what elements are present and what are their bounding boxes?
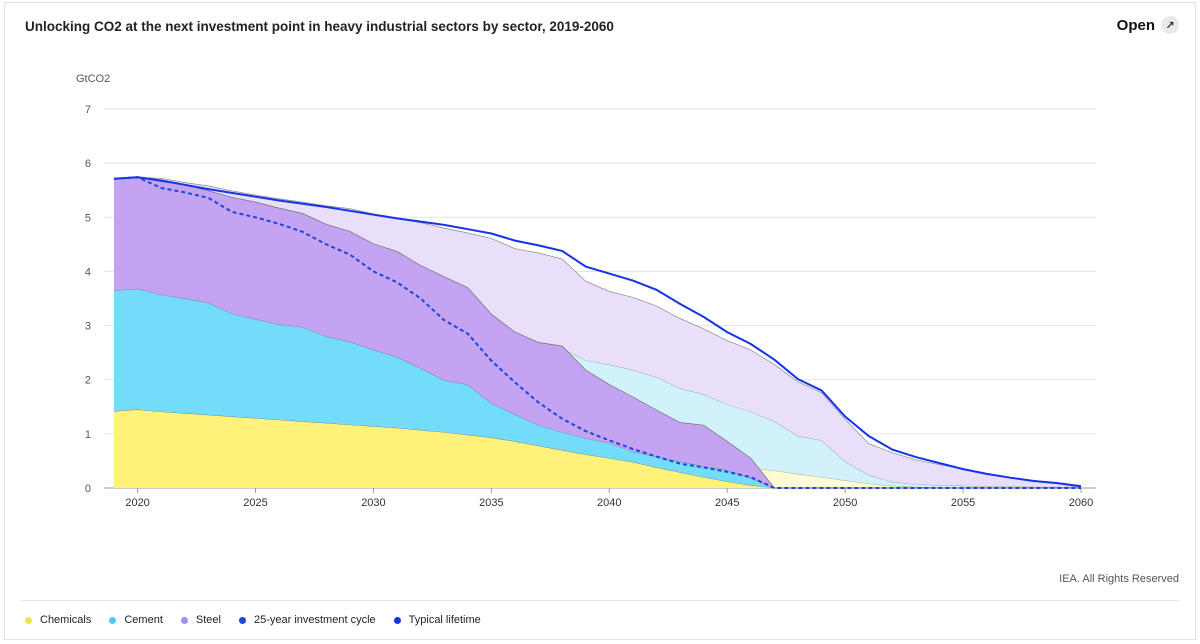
x-tick-label: 2020 <box>125 497 149 509</box>
legend-item[interactable]: Steel <box>180 614 221 626</box>
y-tick-label: 1 <box>85 429 91 441</box>
x-tick-label: 2025 <box>243 497 267 509</box>
y-tick-label: 7 <box>85 104 91 116</box>
x-tick-label: 2040 <box>597 497 621 509</box>
x-tick-label: 2060 <box>1069 497 1093 509</box>
legend-label: Chemicals <box>40 614 92 626</box>
y-tick-label: 3 <box>85 321 91 333</box>
y-tick-label: 2 <box>85 375 91 387</box>
area-cement-investment-cycle <box>114 288 1081 488</box>
open-label: Open <box>1116 16 1155 34</box>
x-tick-label: 2050 <box>833 497 857 509</box>
legend-swatch <box>393 616 401 624</box>
y-tick-label: 0 <box>85 483 91 495</box>
chart-title: Unlocking CO2 at the next investment poi… <box>25 19 614 34</box>
legend: Chemicals Cement Steel 25-year investment c… <box>25 614 481 626</box>
chart-svg: 0 1 2 3 4 5 6 7 GtCO2 2020 2025 2030 2035 2040 2045 205… <box>76 73 1096 509</box>
legend-swatch <box>25 616 32 624</box>
x-tick-label: 2035 <box>479 497 503 509</box>
legend-item[interactable]: Typical lifetime <box>393 614 481 626</box>
area-steel-investment-cycle <box>114 177 1081 488</box>
legend-label: Cement <box>124 614 163 626</box>
legend-item[interactable]: Chemicals <box>25 614 91 626</box>
x-tick-label: 2030 <box>361 497 385 509</box>
area-edge-steel-typical-lifetime <box>113 176 1082 486</box>
legend-swatch <box>109 616 117 624</box>
legend-item[interactable]: Cement <box>109 614 163 626</box>
credit-text: IEA. All Rights Reserved <box>1059 573 1179 585</box>
legend-item[interactable]: 25-year investment cycle <box>238 614 376 626</box>
line-25-year-investment-cycle <box>113 176 1081 489</box>
expand-icon: ↗ <box>1161 16 1179 34</box>
y-axis-label: GtCO2 <box>76 73 110 85</box>
y-tick-label: 4 <box>85 266 91 278</box>
x-tick-label: 2045 <box>715 497 739 509</box>
y-tick-label: 5 <box>85 212 91 224</box>
legend-label: Steel <box>195 614 221 626</box>
x-tick-label: 2055 <box>951 497 975 509</box>
area-chemicals-investment-cycle <box>114 409 1081 488</box>
legend-swatch <box>180 616 188 624</box>
legend-divider <box>21 600 1179 601</box>
legend-label: 25-year investment cycle <box>253 614 376 626</box>
y-tick-label: 6 <box>85 158 91 170</box>
line-typical-lifetime <box>113 176 1082 488</box>
open-button[interactable]: Open ↗ <box>1117 16 1179 34</box>
legend-swatch <box>238 616 246 624</box>
legend-label: Typical lifetime <box>408 614 481 626</box>
